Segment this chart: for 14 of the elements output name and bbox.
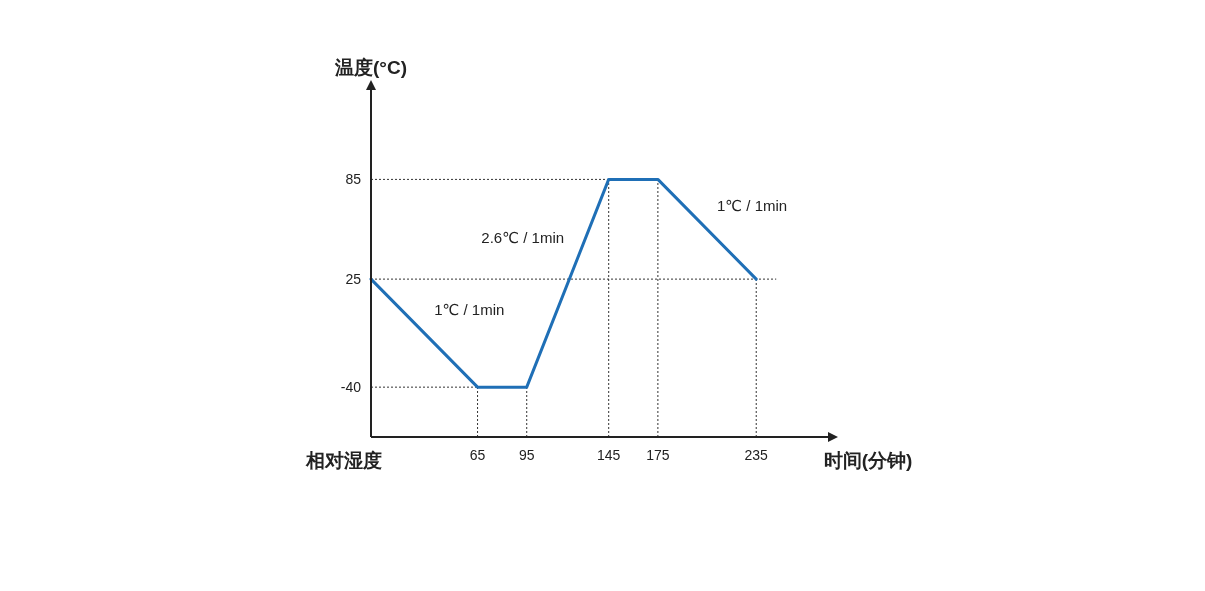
- y-tick-label: -40: [340, 379, 362, 396]
- x-tick-label: 175: [646, 447, 670, 463]
- y-tick-label: 25: [345, 271, 362, 288]
- annotation: 2.6℃ / 1min: [481, 229, 565, 247]
- text: 相对湿度: [305, 450, 382, 471]
- x-tick-label: 95: [518, 447, 535, 463]
- x-tick-label: 65: [469, 447, 486, 463]
- annotation: 1℃ / 1min: [434, 301, 505, 319]
- x-axis-title: 时间(分钟): [823, 450, 913, 471]
- x-tick-label: 235: [744, 447, 769, 463]
- x-tick-label: 145: [597, 447, 621, 463]
- y-axis-title: 温度(°C): [334, 57, 407, 78]
- annotation: 1℃ / 1min: [716, 197, 788, 215]
- y-tick-label: 85: [345, 171, 362, 188]
